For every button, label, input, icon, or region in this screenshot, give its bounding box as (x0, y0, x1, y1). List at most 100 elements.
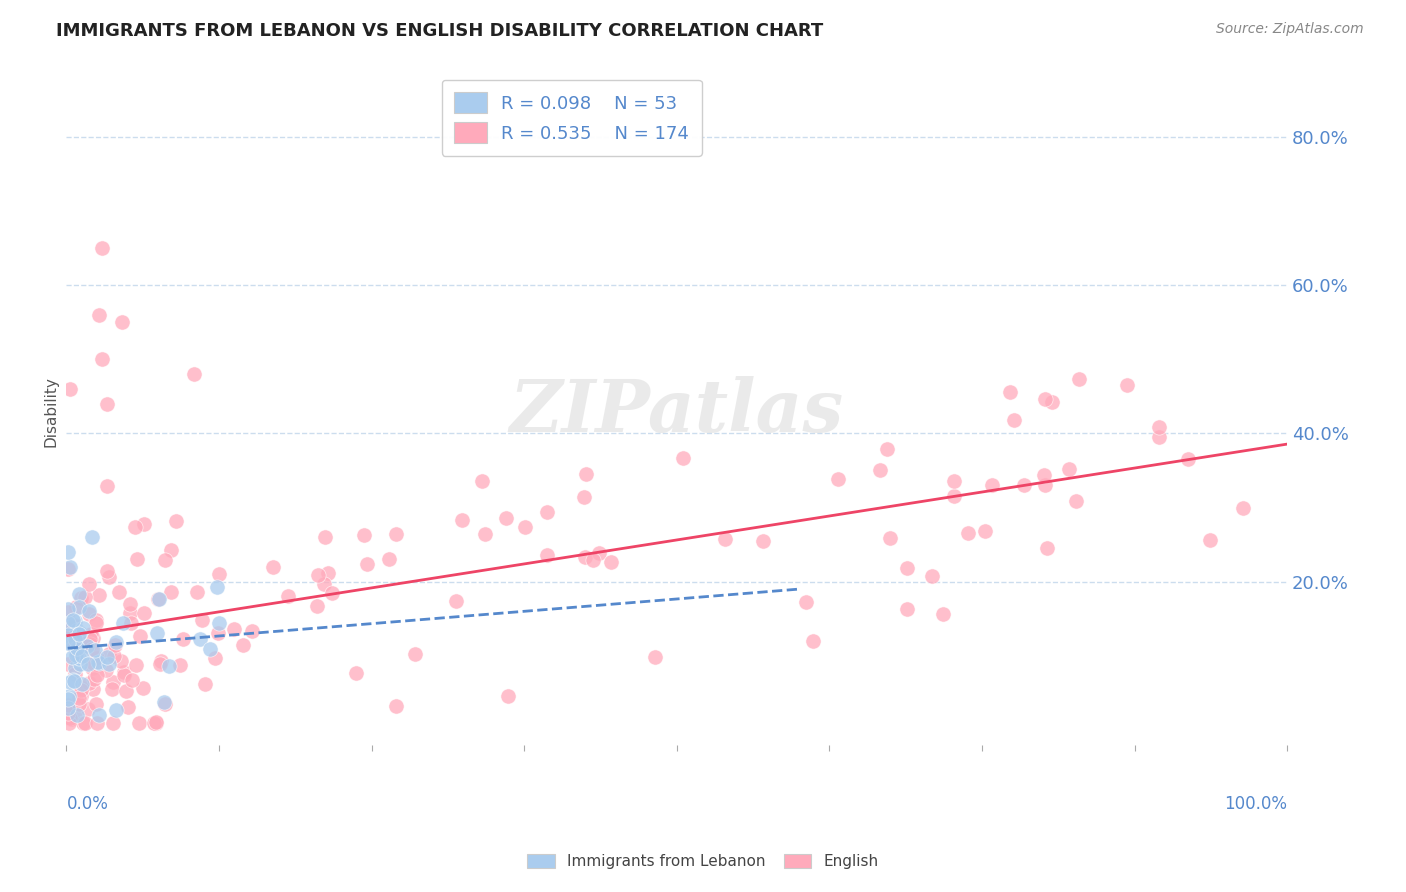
Point (58, 715, 80, 730)
Point (67, 697, 90, 711)
Point (956, 525, 979, 540)
Point (65, 667, 87, 681)
Point (83, 672, 105, 686)
Point (77, 657, 100, 672)
Point (56, 657, 79, 671)
Point (59, 620, 82, 634)
Point (599, 555, 621, 569)
Point (56, 605, 79, 619)
Point (58, 562, 80, 576)
Point (65, 632, 87, 647)
Point (117, 700, 139, 714)
Point (129, 629, 152, 643)
Point (1002, 413, 1025, 427)
Point (96, 564, 118, 578)
Point (931, 607, 953, 622)
Point (111, 315, 134, 329)
Point (444, 594, 467, 608)
Point (77, 577, 100, 591)
Point (142, 715, 165, 730)
Point (1057, 461, 1080, 475)
Point (77, 702, 100, 716)
Point (86, 658, 108, 673)
Point (980, 478, 1002, 492)
Point (148, 591, 170, 606)
Point (183, 367, 205, 381)
Point (69, 626, 91, 640)
Point (1064, 494, 1087, 508)
Point (159, 659, 181, 673)
Point (307, 567, 329, 582)
Point (59, 675, 82, 690)
Point (84, 643, 107, 657)
Point (90, 241, 112, 255)
Point (94, 663, 117, 677)
Point (794, 595, 817, 609)
Point (84, 615, 107, 630)
Point (62, 673, 84, 688)
Point (318, 566, 340, 580)
Point (60, 712, 83, 726)
Point (103, 648, 125, 663)
Point (124, 520, 146, 534)
Point (1115, 377, 1137, 392)
Point (588, 546, 610, 560)
Point (536, 548, 558, 562)
Point (87, 656, 110, 670)
Point (128, 715, 150, 730)
Text: 100.0%: 100.0% (1225, 795, 1286, 814)
Point (105, 703, 128, 717)
Point (112, 668, 135, 682)
Point (76, 639, 98, 653)
Point (1177, 451, 1199, 466)
Point (208, 566, 231, 581)
Point (63, 618, 86, 632)
Point (644, 649, 666, 664)
Point (474, 526, 496, 541)
Point (1147, 430, 1170, 444)
Point (1036, 541, 1059, 555)
Point (58, 545, 80, 559)
Point (86, 715, 108, 730)
Point (752, 533, 775, 548)
Point (536, 505, 558, 519)
Point (378, 552, 401, 566)
Point (121, 673, 143, 688)
Point (70, 683, 93, 698)
Point (65, 648, 87, 662)
Point (118, 597, 141, 611)
Point (59, 635, 82, 649)
Point (160, 543, 183, 558)
Point (100, 682, 122, 697)
Point (149, 654, 172, 668)
Point (56, 627, 79, 641)
Point (131, 681, 153, 695)
Point (572, 490, 595, 504)
Text: IMMIGRANTS FROM LEBANON VS ENGLISH DISABILITY CORRELATION CHART: IMMIGRANTS FROM LEBANON VS ENGLISH DISAB… (56, 22, 824, 40)
Point (120, 606, 142, 620)
Point (101, 675, 124, 690)
Point (98, 647, 121, 661)
Point (63, 614, 86, 628)
Point (108, 584, 131, 599)
Point (66, 647, 89, 661)
Point (262, 560, 284, 574)
Point (56, 701, 79, 715)
Point (385, 527, 408, 541)
Point (312, 576, 335, 591)
Point (82, 660, 104, 674)
Point (59, 560, 82, 574)
Y-axis label: Disability: Disability (44, 376, 58, 447)
Point (58, 602, 80, 616)
Point (277, 589, 299, 603)
Legend: R = 0.098    N = 53, R = 0.535    N = 174: R = 0.098 N = 53, R = 0.535 N = 174 (441, 79, 702, 156)
Point (353, 528, 375, 542)
Point (87, 658, 110, 673)
Point (998, 385, 1021, 400)
Point (87, 708, 110, 723)
Point (66, 641, 89, 656)
Point (186, 585, 208, 599)
Point (80, 642, 103, 657)
Point (146, 625, 169, 640)
Point (84, 614, 107, 628)
